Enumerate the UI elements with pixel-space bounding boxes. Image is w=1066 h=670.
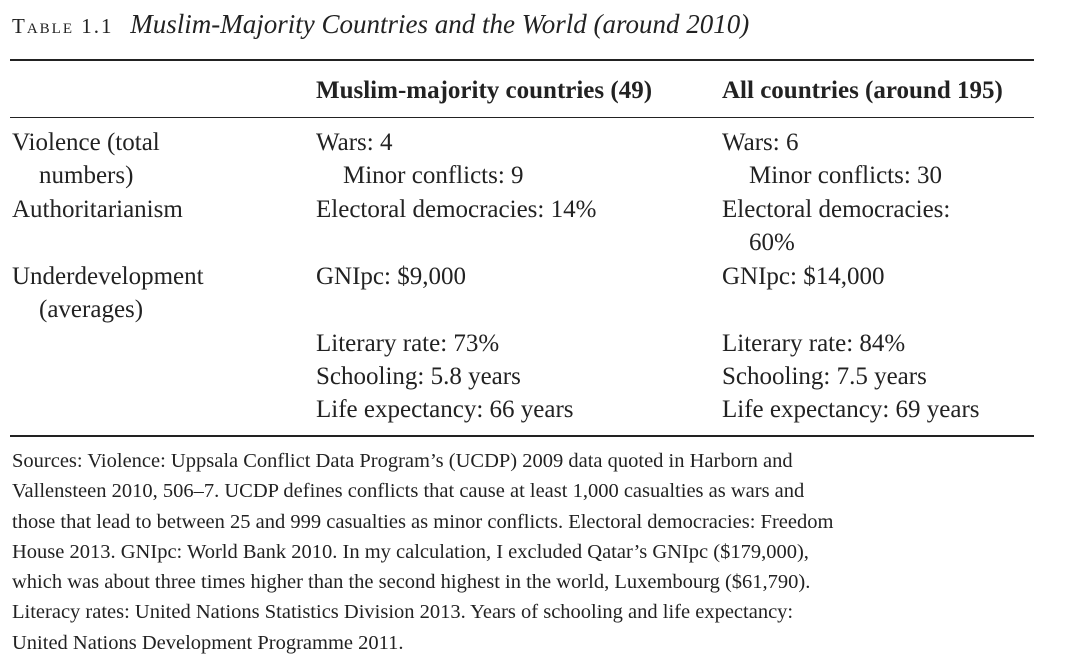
all-literacy-rate: Literary rate: 84% bbox=[722, 330, 906, 357]
all-gnipc: GNIpc: $14,000 bbox=[722, 263, 885, 290]
bottom-rule bbox=[10, 435, 1034, 437]
all-life-expectancy: Life expectancy: 69 years bbox=[722, 396, 980, 423]
sources-line: Vallensteen 2010, 506–7. UCDP defines co… bbox=[12, 480, 805, 503]
sources-note: Sources: Violence: Uppsala Conflict Data… bbox=[12, 446, 1042, 658]
table-title: Table 1.1 Muslim-Majority Countries and … bbox=[12, 6, 749, 44]
muslim-wars: Wars: 4 bbox=[316, 129, 393, 156]
row-label-violence: Violence (total bbox=[12, 129, 160, 156]
top-rule bbox=[10, 59, 1034, 61]
table-label: Table 1.1 bbox=[12, 14, 114, 38]
header-muslim-majority: Muslim-majority countries (49) bbox=[316, 77, 653, 104]
row-label-underdevelopment-cont: (averages) bbox=[39, 296, 144, 323]
sources-line: those that lead to between 25 and 999 ca… bbox=[12, 510, 834, 533]
sources-line: House 2013. GNIpc: World Bank 2010. In m… bbox=[12, 540, 809, 563]
muslim-minor-conflicts: Minor conflicts: 9 bbox=[343, 162, 524, 189]
table-caption: Muslim-Majority Countries and the World … bbox=[130, 9, 750, 39]
row-label-violence-cont: numbers) bbox=[39, 162, 134, 189]
all-wars: Wars: 6 bbox=[722, 129, 799, 156]
muslim-schooling: Schooling: 5.8 years bbox=[316, 363, 521, 390]
sources-line: Sources: Violence: Uppsala Conflict Data… bbox=[12, 450, 793, 472]
sources-line: which was about three times higher than … bbox=[12, 571, 811, 594]
all-schooling: Schooling: 7.5 years bbox=[722, 363, 927, 390]
sources-line: Literacy rates: United Nations Statistic… bbox=[12, 601, 794, 624]
header-rule bbox=[10, 117, 1034, 118]
row-label-authoritarianism: Authoritarianism bbox=[12, 196, 183, 223]
header-all-countries: All countries (around 195) bbox=[722, 77, 1003, 104]
all-electoral-democracies: Electoral democracies: bbox=[722, 196, 951, 223]
all-minor-conflicts: Minor conflicts: 30 bbox=[749, 162, 943, 189]
row-label-underdevelopment: Underdevelopment bbox=[12, 263, 204, 290]
all-electoral-democracies-value: 60% bbox=[749, 229, 795, 256]
muslim-life-expectancy: Life expectancy: 66 years bbox=[316, 396, 574, 423]
muslim-gnipc: GNIpc: $9,000 bbox=[316, 263, 466, 290]
muslim-electoral-democracies: Electoral democracies: 14% bbox=[316, 196, 597, 223]
sources-line: United Nations Development Programme 201… bbox=[12, 631, 404, 654]
muslim-literacy-rate: Literary rate: 73% bbox=[316, 330, 500, 357]
